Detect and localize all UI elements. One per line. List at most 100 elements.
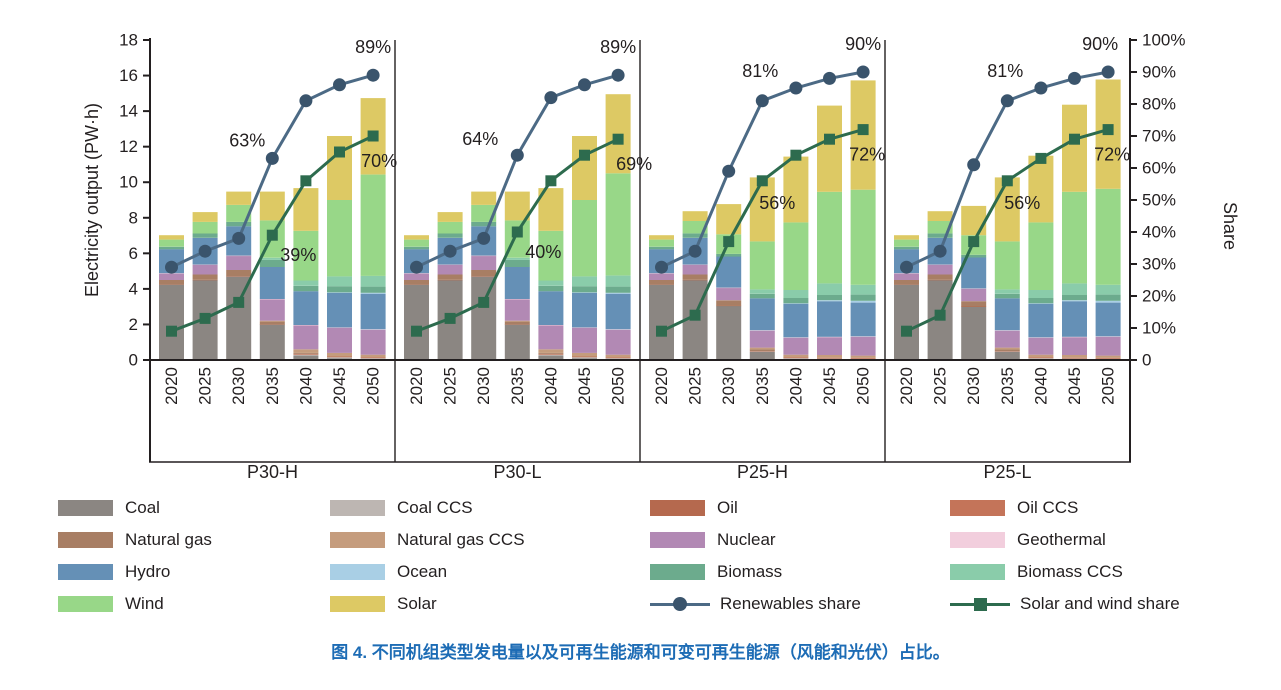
bar-segment-solar <box>327 136 352 200</box>
bar-segment-biomass <box>1062 294 1087 301</box>
bar-segment-wind <box>783 222 809 290</box>
bar-segment-geothermal <box>605 329 631 330</box>
left-tick-label: 14 <box>119 102 138 121</box>
renewables-share-marker <box>198 244 212 258</box>
legend-swatch-icon <box>650 499 705 516</box>
bar-segment-natural-gas <box>927 274 953 280</box>
bar-segment-wind <box>817 191 842 284</box>
bar-segment-coal-ccs <box>1028 358 1054 360</box>
solar-wind-share-marker <box>166 325 177 337</box>
bar-segment-nuclear <box>927 264 953 275</box>
bar-segment-biomass <box>504 259 530 267</box>
bar-segment-biomass-ccs <box>994 289 1020 294</box>
bar-segment-hydro <box>850 302 876 337</box>
line-square-marker-icon <box>950 596 1010 612</box>
bar-segment-geothermal <box>327 327 352 328</box>
bar-segment-hydro <box>1062 301 1087 337</box>
bar-segment-geothermal <box>538 325 564 326</box>
renewables-share-marker <box>900 260 913 274</box>
bar-segment-hydro <box>572 292 597 328</box>
bar-segment-oil <box>927 279 953 281</box>
solar-wind-share-marker <box>1001 175 1013 187</box>
share-annotation: 39% <box>280 245 316 265</box>
bar-segment-oil-ccs <box>1062 357 1087 359</box>
year-label: 2020 <box>407 367 426 405</box>
bar-segment-solar <box>961 205 987 236</box>
right-tick-label: 70% <box>1142 127 1176 146</box>
bar-segment-wind <box>605 173 631 276</box>
bar-segment-oil-ccs <box>1095 357 1121 359</box>
panel-label-P30-L: P30-L <box>493 462 541 482</box>
bar-segment-geothermal <box>682 264 708 265</box>
bar-segment-nuclear <box>504 299 530 321</box>
bar-segment-wind <box>1095 188 1121 285</box>
bar-segment-natural-gas-ccs <box>504 320 530 322</box>
bar-segment-wind <box>192 221 218 234</box>
bar-segment-coal <box>504 324 530 360</box>
legend-label: Coal CCS <box>397 498 473 517</box>
bar-segment-oil <box>682 279 708 281</box>
bar-segment-coal <box>894 284 919 360</box>
solar-wind-share-marker <box>934 309 946 321</box>
year-label: 2040 <box>1031 367 1050 405</box>
bar-segment-wind <box>572 200 597 277</box>
solar-wind-share-marker <box>1035 152 1047 164</box>
legend-swatch-icon <box>650 531 705 548</box>
bar-segment-natural-gas <box>538 352 564 354</box>
right-tick-label: 30% <box>1142 255 1176 274</box>
legend-label: Coal <box>125 498 160 517</box>
bar-segment-geothermal <box>226 255 252 257</box>
bar-segment-natural-gas-ccs <box>850 355 876 358</box>
bar-segment-geothermal <box>749 330 775 331</box>
bar-segment-solar <box>927 211 953 221</box>
share-annotation: 90% <box>1082 34 1118 54</box>
bar-segment-biomass <box>783 298 809 304</box>
legend-item-ocean: Ocean <box>330 562 650 581</box>
solar-wind-share-marker <box>367 130 379 142</box>
bar-segment-geothermal <box>783 337 809 338</box>
bar-segment-oil <box>716 305 742 307</box>
solar-wind-share-marker <box>334 146 345 158</box>
year-label: 2030 <box>964 367 983 405</box>
bar-segment-coal <box>994 352 1020 360</box>
left-tick-label: 0 <box>129 351 138 370</box>
bar-segment-biomass <box>259 259 285 267</box>
legend-item-nuclear: Nuclear <box>650 530 950 549</box>
bar-segment-coal-ccs <box>293 354 319 356</box>
solar-wind-share-marker <box>444 312 456 324</box>
legend-swatch-icon <box>650 563 705 580</box>
renewables-share-marker <box>265 151 279 165</box>
bar-segment-ocean <box>572 292 597 293</box>
bar-segment-solar <box>682 211 708 221</box>
solar-wind-share-marker <box>300 175 312 187</box>
left-tick-label: 18 <box>119 31 138 50</box>
panel-P30-L <box>404 94 631 360</box>
legend-item-hydro: Hydro <box>58 562 330 581</box>
bar-segment-oil-ccs <box>605 357 631 359</box>
bar-segment-coal <box>961 306 987 360</box>
bar-segment-hydro <box>1028 303 1054 338</box>
legend-item-oil: Oil <box>650 498 950 517</box>
bar-segment-oil <box>649 284 674 285</box>
legend-label: Oil CCS <box>1017 498 1079 517</box>
bar-segment-biomass-ccs <box>605 275 631 287</box>
bar-segment-ocean <box>605 292 631 294</box>
bar-segment-biomass <box>572 286 597 293</box>
bar-segment-hydro <box>327 292 352 328</box>
bar-segment-geothermal <box>471 255 497 257</box>
bar-segment-oil-ccs <box>360 357 386 359</box>
bar-segment-solar <box>994 177 1020 242</box>
year-label: 2040 <box>296 367 315 405</box>
bar-segment-natural-gas-ccs <box>1062 355 1087 358</box>
bar-segment-biomass <box>538 285 564 292</box>
bar-segment-biomass <box>605 286 631 293</box>
year-label: 2025 <box>441 367 460 405</box>
legend-swatch-icon <box>950 531 1005 548</box>
bar-segment-biomass-ccs <box>749 289 775 294</box>
bar-segment-biomass <box>1095 294 1121 301</box>
bar-segment-solar <box>1028 155 1054 223</box>
left-tick-label: 16 <box>119 66 138 85</box>
bar-segment-biomass-ccs <box>504 257 530 260</box>
solar-wind-share-marker <box>857 124 869 136</box>
year-label: 2035 <box>998 367 1017 405</box>
